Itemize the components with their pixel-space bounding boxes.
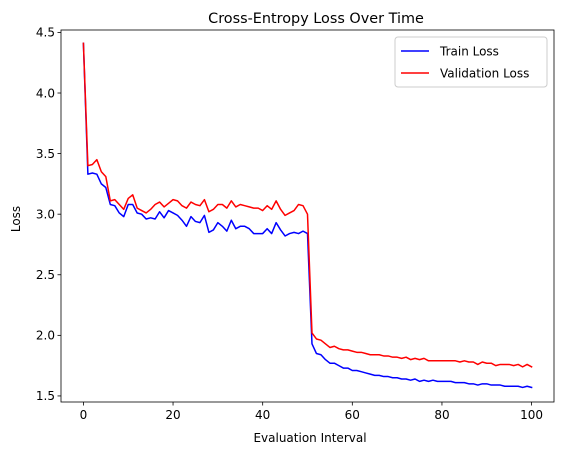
series-line-validation-loss: [82, 42, 533, 368]
y-tick-label: 3.0: [36, 207, 55, 221]
x-axis: 0 20 40 60 80 100: [80, 402, 543, 422]
x-tick-label: 80: [434, 408, 449, 422]
y-tick-label: 1.5: [36, 389, 55, 403]
legend-box: [394, 36, 548, 88]
x-tick-label: 60: [345, 408, 360, 422]
y-tick-label: 4.5: [36, 26, 55, 40]
legend: Train Loss Validation Loss: [394, 36, 548, 88]
plot-frame: [60, 29, 555, 403]
y-axis: 1.5 2.0 2.5 3.0 3.5 4.0 4.5: [36, 26, 61, 403]
y-tick-label: 4.0: [36, 86, 55, 100]
y-tick-label: 2.0: [36, 329, 55, 343]
chart-title: Cross-Entropy Loss Over Time: [208, 11, 424, 27]
x-tick-label: 40: [255, 408, 270, 422]
y-axis-label: Loss: [9, 206, 23, 232]
x-tick-label: 100: [520, 408, 543, 422]
x-axis-label: Evaluation Interval: [253, 431, 366, 445]
legend-label-validation-loss: Validation Loss: [440, 66, 529, 80]
y-tick-label: 2.5: [36, 268, 55, 282]
legend-label-train-loss: Train Loss: [439, 44, 499, 58]
plot-area: [60, 29, 555, 403]
x-tick-label: 20: [165, 408, 180, 422]
x-tick-label: 0: [80, 408, 88, 422]
y-tick-label: 3.5: [36, 147, 55, 161]
